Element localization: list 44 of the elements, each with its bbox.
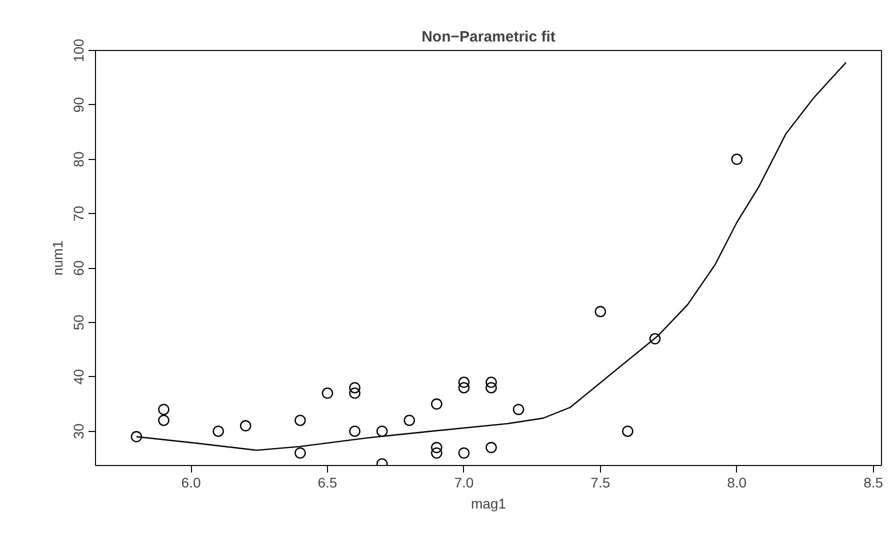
x-tick-label: 8.5 [864, 474, 884, 490]
point [430, 398, 442, 410]
point [158, 404, 170, 416]
point [486, 382, 497, 394]
chart-title: Non−Parametric fit [422, 28, 556, 46]
y-tick-label: 70 [70, 206, 86, 222]
point [349, 426, 360, 437]
x-axis-title: mag1 [470, 496, 506, 512]
x-tick-label: 7.0 [454, 474, 474, 490]
point [512, 404, 524, 416]
x-tick-label: 6.0 [181, 474, 201, 490]
point [376, 426, 388, 437]
point [486, 376, 497, 388]
y-tick-label: 100 [70, 38, 86, 62]
point [212, 426, 224, 437]
point [622, 426, 634, 437]
point [594, 306, 606, 318]
point [458, 382, 470, 394]
point [349, 388, 360, 399]
point [404, 414, 416, 426]
x-tick-label: 8.0 [727, 474, 747, 490]
y-axis-title: num1 [50, 240, 66, 276]
point [430, 447, 442, 459]
point [349, 382, 360, 394]
point [486, 442, 497, 454]
point [240, 420, 252, 432]
point [130, 431, 142, 442]
y-tick-label: 30 [70, 423, 86, 440]
point [294, 447, 306, 459]
y-tick-label: 80 [70, 151, 86, 168]
point [458, 447, 470, 459]
point [322, 388, 334, 399]
point [158, 414, 170, 426]
y-tick-label: 60 [70, 260, 86, 276]
x-tick-label: 6.5 [318, 474, 338, 490]
point [458, 376, 470, 388]
y-tick-label: 90 [70, 96, 86, 113]
x-tick-label: 7.5 [590, 474, 610, 490]
point [649, 333, 661, 344]
point [430, 442, 442, 454]
point [294, 414, 306, 426]
y-tick-label: 40 [70, 368, 86, 385]
point [731, 154, 743, 165]
y-tick-label: 50 [70, 314, 86, 330]
